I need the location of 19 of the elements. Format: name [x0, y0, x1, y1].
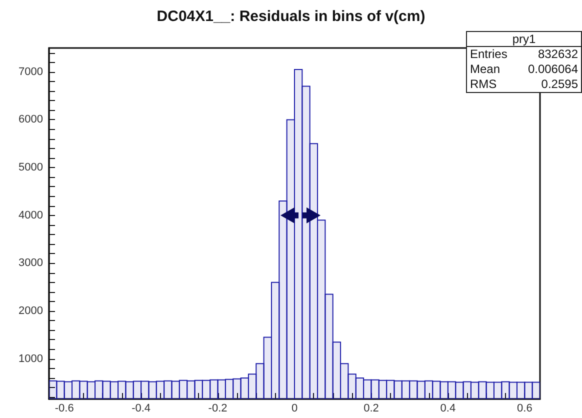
- x-tick-label: 0.2: [364, 402, 379, 414]
- y-tick-label: 2000: [18, 305, 43, 318]
- x-tick-label: -0.4: [132, 402, 151, 414]
- text: RMS 0.2595: [470, 77, 578, 91]
- chart-title: DC04X1__: Residuals in bins of v(cm): [156, 8, 426, 25]
- x-tick-label: -0.6: [54, 402, 74, 414]
- x-tick-label: 0.6: [517, 402, 532, 414]
- x-tick-label: 0.4: [440, 402, 456, 414]
- y-tick-label: 4000: [18, 209, 43, 222]
- x-tick-label: -0.2: [208, 402, 228, 414]
- y-tick-label: 7000: [18, 66, 43, 78]
- text: Mean 0.006064: [470, 62, 578, 76]
- y-tick-label: 1000: [18, 352, 43, 365]
- y-tick-label: 3000: [18, 257, 43, 270]
- text: pry1: [467, 32, 581, 47]
- text: Entries 832632: [470, 47, 578, 61]
- y-tick-label: 5000: [18, 162, 43, 174]
- x-tick-label: 0: [291, 402, 298, 414]
- y-tick-label: 6000: [18, 114, 43, 126]
